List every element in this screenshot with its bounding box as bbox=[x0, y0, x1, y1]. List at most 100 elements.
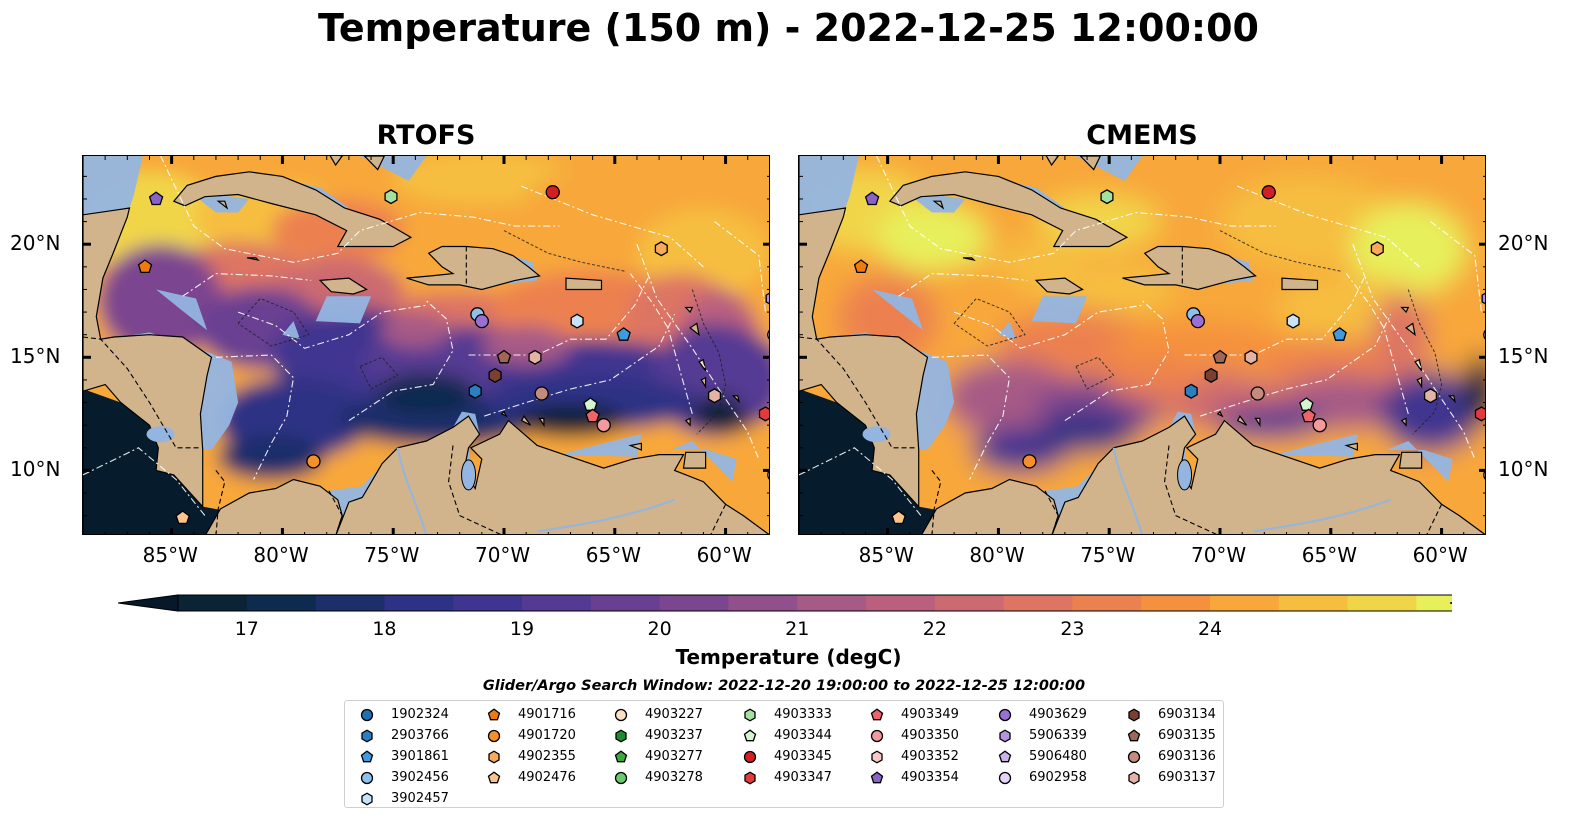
lon-tick-label: 80°W bbox=[969, 543, 1025, 567]
lon-tick-label: 65°W bbox=[585, 543, 642, 567]
float-marker-4903354 bbox=[148, 191, 164, 206]
legend-label: 4903277 bbox=[645, 749, 703, 764]
lon-tick-label: 80°W bbox=[253, 543, 309, 567]
legend-marker-hexagon bbox=[871, 750, 883, 764]
legend-label: 4903347 bbox=[774, 770, 832, 785]
colorbar-segment bbox=[522, 595, 592, 611]
lat-tick-label: 20°N bbox=[10, 231, 61, 256]
legend-label: 4903278 bbox=[645, 770, 703, 785]
colorbar-segment bbox=[728, 595, 798, 611]
float-marker-4901720 bbox=[1022, 454, 1037, 469]
float-marker-4902355 bbox=[654, 241, 668, 257]
legend-marker-pentagon bbox=[1127, 729, 1141, 742]
legend-marker-circle bbox=[870, 729, 884, 743]
legend-label: 4903333 bbox=[774, 707, 832, 722]
lat-tick-label: 10°N bbox=[10, 457, 61, 482]
colorbar-segment bbox=[1003, 595, 1073, 611]
colorbar-tick-label: 20 bbox=[647, 618, 672, 640]
legend-label: 4903227 bbox=[645, 707, 703, 722]
colorbar-segment bbox=[1141, 595, 1211, 611]
colorbar-tick-label: 22 bbox=[922, 618, 947, 640]
colorbar bbox=[118, 594, 1452, 612]
legend-label: 4901720 bbox=[518, 728, 576, 743]
legend-marker-hexagon bbox=[999, 729, 1011, 743]
colorbar-tick-label: 24 bbox=[1197, 618, 1223, 640]
lon-tick-label: 65°W bbox=[1301, 543, 1358, 567]
float-marker-6903137 bbox=[1244, 349, 1258, 365]
legend-label: 6903134 bbox=[1158, 707, 1216, 722]
legend-marker-circle bbox=[998, 771, 1012, 785]
legend-label: 4903629 bbox=[1029, 707, 1087, 722]
lat-tick-label: 15°N bbox=[1498, 344, 1549, 369]
colorbar-segment bbox=[1278, 595, 1349, 611]
float-marker-4903345 bbox=[545, 185, 560, 200]
float-marker-6903134 bbox=[488, 367, 502, 383]
legend-marker-circle bbox=[614, 771, 628, 785]
lon-tick-label: 75°W bbox=[364, 543, 420, 567]
legend-marker-pentagon bbox=[487, 708, 501, 721]
legend-label: 6903136 bbox=[1158, 749, 1216, 764]
colorbar-label: Temperature (degC) bbox=[675, 645, 902, 669]
legend-label: 4903237 bbox=[645, 728, 703, 743]
float-marker-6903136 bbox=[534, 386, 549, 401]
float-marker-5906339 bbox=[765, 292, 769, 305]
legend-label: 3901861 bbox=[391, 749, 449, 764]
legend-marker-circle bbox=[998, 708, 1012, 722]
legend-label: 1902324 bbox=[391, 707, 449, 722]
float-marker-4902476 bbox=[891, 510, 906, 525]
colorbar-segment bbox=[1210, 595, 1280, 611]
legend-label: 4903344 bbox=[774, 728, 832, 743]
float-marker-4902476 bbox=[175, 510, 190, 525]
float-marker-2903766 bbox=[1184, 383, 1198, 399]
float-marker-4903350 bbox=[596, 418, 611, 433]
lon-tick-label: 75°W bbox=[1080, 543, 1136, 567]
legend-marker-pentagon bbox=[360, 750, 374, 763]
colorbar-tick-label: 19 bbox=[509, 618, 535, 640]
cmems-temperature-map bbox=[798, 155, 1486, 535]
colorbar-segment bbox=[384, 595, 454, 611]
legend-marker-hexagon bbox=[361, 729, 373, 743]
colorbar-tick-label: 18 bbox=[372, 618, 397, 640]
colorbar-segment bbox=[246, 595, 317, 611]
float-marker-5906339 bbox=[1481, 292, 1485, 305]
float-marker-6903135 bbox=[1212, 349, 1228, 364]
legend-marker-pentagon bbox=[870, 771, 884, 784]
legend-label: 3902457 bbox=[391, 791, 449, 806]
legend-label: 6903137 bbox=[1158, 770, 1216, 785]
float-marker-4901716 bbox=[853, 259, 869, 274]
legend-label: 5906339 bbox=[1029, 728, 1087, 743]
float-marker-6902958 bbox=[767, 329, 769, 340]
float-marker-3901861 bbox=[1332, 327, 1347, 341]
colorbar-segment bbox=[178, 595, 248, 611]
colorbar-tick-label: 21 bbox=[785, 618, 810, 640]
legend-marker-circle bbox=[1127, 750, 1141, 764]
legend-marker-hexagon bbox=[744, 708, 756, 722]
float-marker-4903227 bbox=[767, 470, 769, 480]
colorbar-segment bbox=[866, 595, 936, 611]
float-marker-4903349 bbox=[1301, 408, 1316, 423]
float-marker-4903629 bbox=[1190, 313, 1205, 329]
legend-label: 2903766 bbox=[391, 728, 449, 743]
float-marker-6903137 bbox=[528, 349, 542, 365]
float-marker-4902355 bbox=[1370, 241, 1384, 257]
legend-label: 4902476 bbox=[518, 770, 576, 785]
float-marker-2903766 bbox=[468, 383, 482, 399]
lon-tick-label: 85°W bbox=[142, 543, 198, 567]
float-marker-4901720 bbox=[306, 454, 321, 469]
legend-label: 3902456 bbox=[391, 770, 449, 785]
lon-tick-label: 60°W bbox=[1412, 543, 1468, 567]
legend-title: Glider/Argo Search Window: 2022-12-20 19… bbox=[482, 678, 1086, 694]
lat-tick-label: 20°N bbox=[1498, 231, 1549, 256]
float-marker-6902958 bbox=[1483, 329, 1485, 340]
legend-label: 4903354 bbox=[901, 770, 959, 785]
colorbar-segment bbox=[453, 595, 523, 611]
legend-label: 4903349 bbox=[901, 707, 959, 722]
float-marker-6903135 bbox=[496, 349, 512, 364]
legend-label: 5906480 bbox=[1029, 749, 1087, 764]
float-marker-4903347 bbox=[758, 406, 769, 422]
float-marker-4901716 bbox=[137, 259, 153, 274]
legend-label: 4903352 bbox=[901, 749, 959, 764]
legend-marker-circle bbox=[360, 771, 374, 785]
legend-marker-circle bbox=[743, 750, 757, 764]
legend-label: 6903135 bbox=[1158, 728, 1216, 743]
